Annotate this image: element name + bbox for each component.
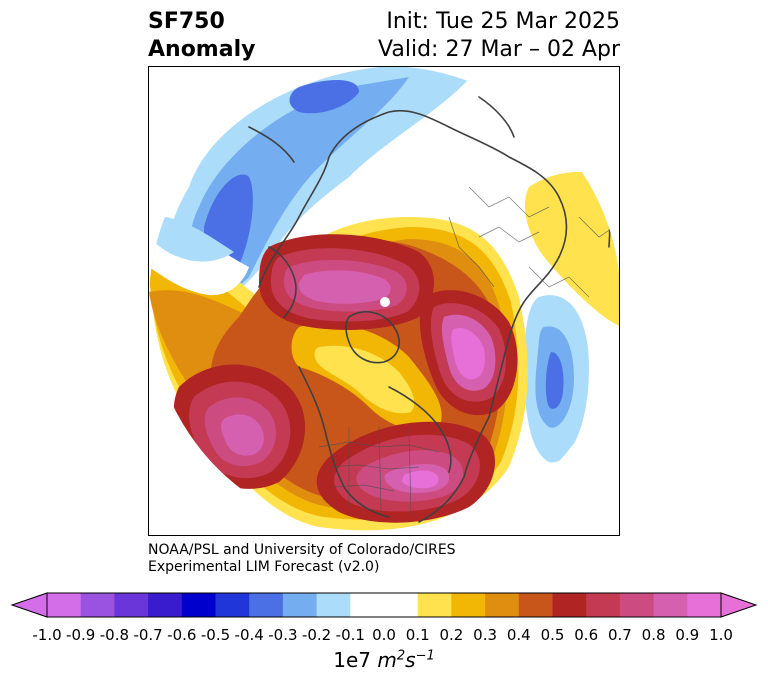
colorbar-bin (451, 593, 486, 617)
colorbar (10, 592, 758, 618)
colorbar-bin (249, 593, 284, 617)
colorbar-bin (619, 593, 655, 617)
colorbar-bin (518, 593, 553, 617)
colorbar-bin (417, 593, 452, 617)
colorbar-extend-min (10, 592, 48, 618)
colorbar-tick-label: 0.2 (439, 626, 464, 644)
colorbar-ticks: -1.0 -0.9 -0.8 -0.7 -0.6 -0.5 -0.4 -0.3 -0.2 -0.1… (0, 626, 768, 646)
colorbar-units: 1e7 m2s−1 (333, 648, 435, 672)
colorbar-tick-label: -0.6 (167, 626, 197, 644)
colorbar-bin (485, 593, 520, 617)
credit-line-1: NOAA/PSL and University of Colorado/CIRE… (148, 542, 456, 558)
variable-name: SF750 (148, 9, 225, 34)
colorbar-tick-label: 0.6 (574, 626, 599, 644)
credit-line-2: Experimental LIM Forecast (v2.0) (148, 559, 380, 575)
colorbar-tick-label: -1.0 (32, 626, 62, 644)
colorbar-tick-label: 0.5 (540, 626, 565, 644)
map-title: SF750 Anomaly (148, 8, 255, 64)
credit-text: NOAA/PSL and University of Colorado/CIRE… (148, 542, 456, 576)
colorbar-tick-label: -0.1 (335, 626, 365, 644)
colorbar-tick-label: 0.9 (675, 626, 700, 644)
anomaly-field (149, 67, 619, 535)
colorbar-tick-label: 0.4 (506, 626, 531, 644)
colorbar-tick-label: -0.9 (66, 626, 96, 644)
colorbar-bin (653, 593, 688, 617)
colorbar-tick-label: -0.7 (133, 626, 163, 644)
colorbar-bin (47, 593, 82, 617)
polar-map (148, 66, 620, 536)
colorbar-tick-label: 1.0 (709, 626, 733, 644)
colorbar-extend-max (720, 592, 758, 618)
colorbar-bin (552, 593, 587, 617)
colorbar-bin (687, 593, 722, 617)
colorbar-bin (350, 593, 385, 617)
colorbar-outline (46, 592, 722, 618)
forecast-dates: Init: Tue 25 Mar 2025 Valid: 27 Mar – 02… (378, 8, 620, 64)
colorbar-bin (114, 593, 149, 617)
colorbar-bin (215, 593, 250, 617)
valid-range: Valid: 27 Mar – 02 Apr (378, 37, 620, 62)
colorbar-bin (586, 593, 621, 617)
field-type: Anomaly (148, 37, 256, 62)
colorbar-bin (384, 593, 419, 617)
colorbar-bin (282, 593, 318, 617)
colorbar-bin (316, 593, 351, 617)
colorbar-tick-label: -0.2 (301, 626, 332, 644)
colorbar-tick-label: 0.3 (473, 626, 498, 644)
colorbar-bin (80, 593, 115, 617)
init-date: Init: Tue 25 Mar 2025 (386, 9, 620, 34)
colorbar-tick-label: -0.4 (234, 626, 264, 644)
colorbar-tick-label: -0.5 (200, 626, 231, 644)
colorbar-tick-label: -0.3 (268, 626, 298, 644)
colorbar-tick-label: 0.1 (405, 626, 430, 644)
colorbar-tick-label: -0.8 (99, 626, 130, 644)
colorbar-tick-label: 0.8 (641, 626, 666, 644)
colorbar-tick-label: 0.7 (607, 626, 632, 644)
colorbar-bin (148, 593, 183, 617)
colorbar-bin (181, 593, 216, 617)
colorbar-tick-label: 0.0 (372, 626, 396, 644)
